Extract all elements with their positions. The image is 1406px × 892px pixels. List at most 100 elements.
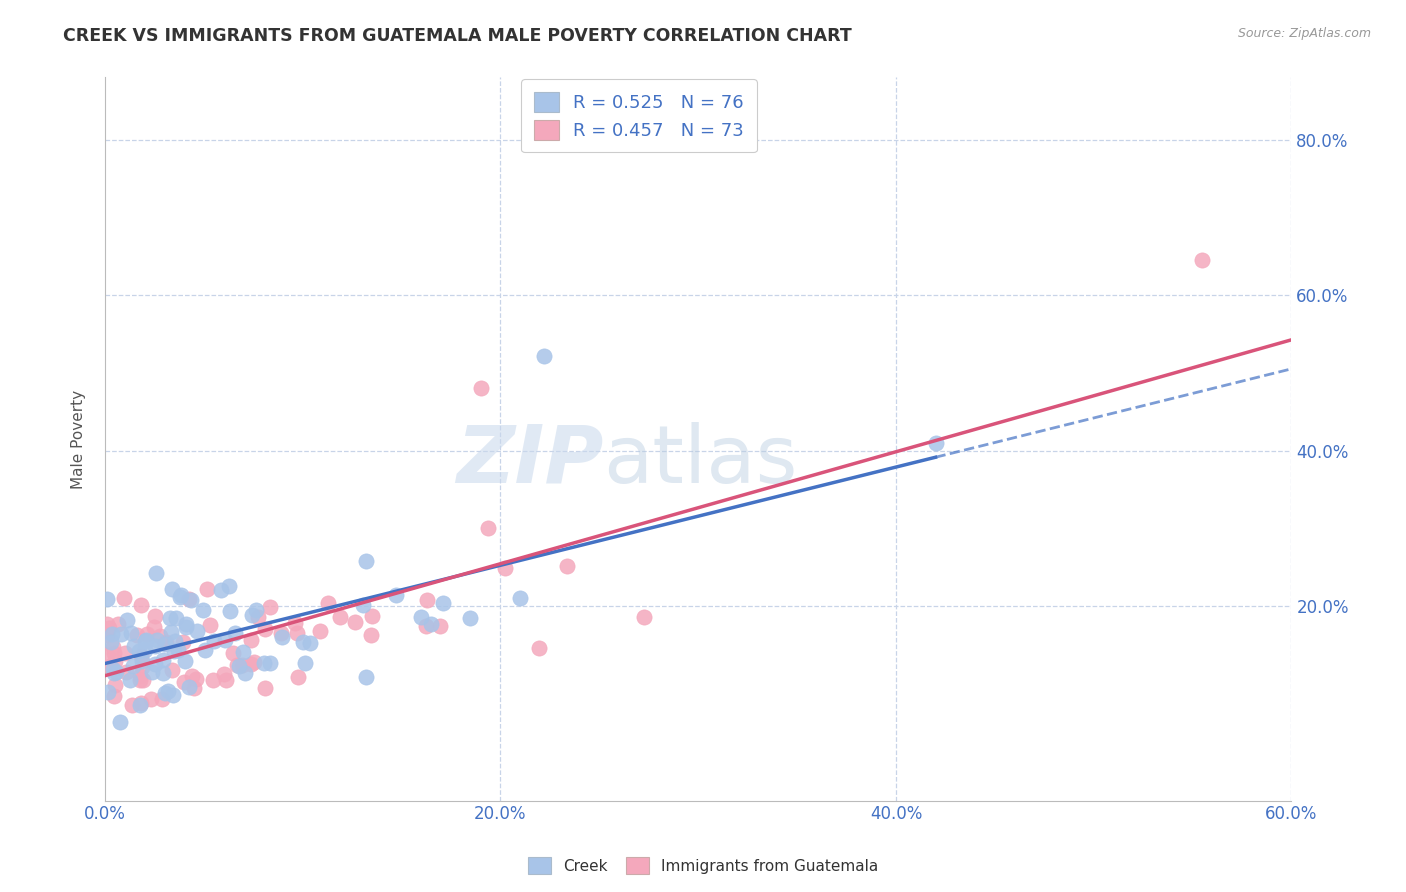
Point [224,626,246,640]
Point [125,628,148,642]
Point [361,609,384,624]
Point [533,349,555,363]
Point [291,635,314,649]
Point [167,642,190,657]
Point [131,654,153,668]
Point [243,655,266,669]
Point [163,634,186,648]
Legend: Creek, Immigrants from Guatemala: Creek, Immigrants from Guatemala [522,851,884,880]
Point [103,646,125,660]
Point [240,657,263,672]
Point [477,520,499,534]
Point [253,656,276,670]
Point [162,644,184,658]
Point [557,559,579,574]
Point [173,674,195,689]
Point [152,665,174,680]
Text: ZIP: ZIP [456,422,603,500]
Point [494,560,516,574]
Text: CREEK VS IMMIGRANTS FROM GUATEMALA MALE POVERTY CORRELATION CHART: CREEK VS IMMIGRANTS FROM GUATEMALA MALE … [63,27,852,45]
Point [211,583,233,598]
Point [132,673,155,687]
Point [143,657,166,671]
Point [924,436,946,450]
Point [114,646,136,660]
Point [318,596,340,610]
Point [98,621,121,635]
Point [198,618,221,632]
Point [110,714,132,729]
Point [128,669,150,683]
Point [232,645,254,659]
Point [155,635,177,649]
Y-axis label: Male Poverty: Male Poverty [72,390,86,489]
Point [356,670,378,684]
Point [135,627,157,641]
Point [186,672,208,686]
Point [118,673,141,687]
Point [432,596,454,610]
Point [177,680,200,694]
Point [135,633,157,648]
Point [259,656,281,670]
Point [271,630,294,644]
Point [231,657,253,672]
Point [360,628,382,642]
Point [228,659,250,673]
Point [149,629,172,643]
Point [104,665,127,680]
Point [159,625,181,640]
Point [101,662,124,676]
Point [183,681,205,695]
Point [101,626,124,640]
Point [172,635,194,649]
Point [299,635,322,649]
Point [156,684,179,698]
Point [134,643,156,657]
Point [129,648,152,663]
Point [128,673,150,687]
Point [107,616,129,631]
Point [385,588,408,602]
Point [284,616,307,631]
Point [169,590,191,604]
Point [240,607,263,622]
Point [212,667,235,681]
Point [509,591,531,605]
Point [329,610,352,624]
Point [139,692,162,706]
Point [415,619,437,633]
Point [202,673,225,688]
Point [129,598,152,612]
Point [470,382,492,396]
Point [152,653,174,667]
Point [186,624,208,638]
Point [285,626,308,640]
Point [352,598,374,612]
Point [104,654,127,668]
Point [104,678,127,692]
Point [204,633,226,648]
Point [134,633,156,648]
Legend: R = 0.525   N = 76, R = 0.457   N = 73: R = 0.525 N = 76, R = 0.457 N = 73 [522,79,756,153]
Point [287,670,309,684]
Point [409,610,432,624]
Point [215,673,238,688]
Point [103,665,125,680]
Point [100,635,122,649]
Point [218,579,240,593]
Point [191,602,214,616]
Point [233,665,256,680]
Point [120,626,142,640]
Point [240,632,263,647]
Point [103,689,125,703]
Point [246,610,269,624]
Point [112,591,135,605]
Point [245,603,267,617]
Point [115,665,138,680]
Point [420,616,443,631]
Point [270,626,292,640]
Point [122,659,145,673]
Point [129,698,152,712]
Point [194,643,217,657]
